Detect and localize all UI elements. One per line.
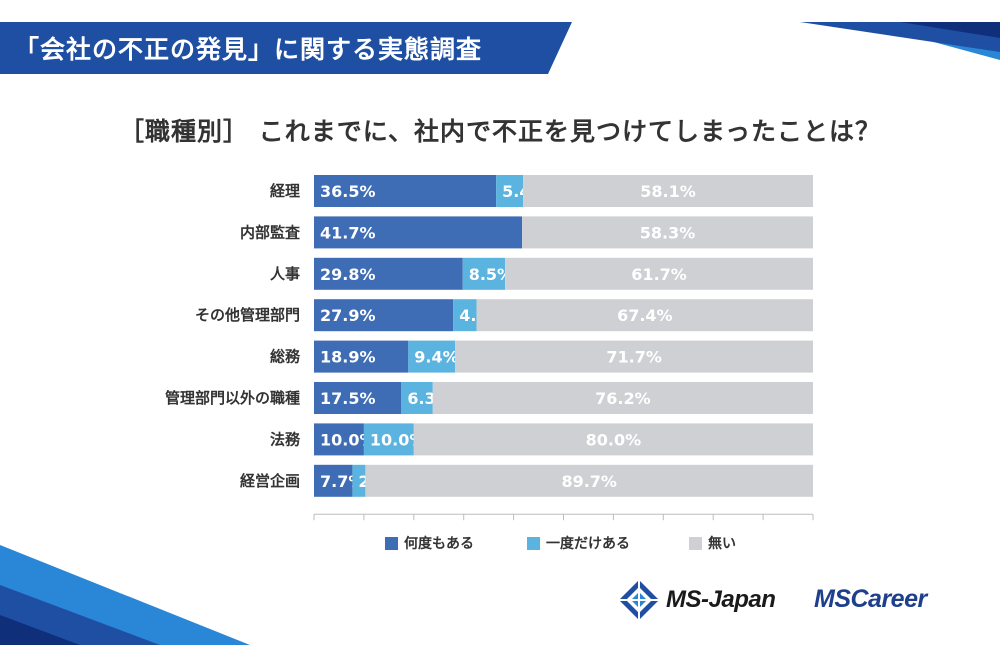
data-label: 58.1% bbox=[640, 182, 696, 201]
ms-japan-logo-icon bbox=[619, 580, 659, 620]
category-label: 管理部門以外の職種 bbox=[165, 389, 300, 407]
data-label: 76.2% bbox=[595, 389, 651, 408]
bar-segment bbox=[352, 464, 366, 497]
data-label: 80.0% bbox=[586, 430, 642, 449]
category-label: 経理 bbox=[270, 182, 300, 200]
banner-title: 「会社の不正の発見」に関する実態調査 bbox=[14, 35, 483, 64]
data-label: 67.4% bbox=[617, 306, 673, 325]
legend-swatch bbox=[527, 536, 540, 550]
bar-segment bbox=[314, 257, 463, 290]
bar-segment bbox=[505, 257, 813, 290]
bar-segment bbox=[401, 382, 433, 414]
bar-segment bbox=[432, 382, 813, 414]
bar-segment bbox=[314, 216, 523, 249]
data-label: 10.0% bbox=[320, 430, 376, 449]
legend-item-none: 無い bbox=[689, 533, 736, 553]
bar-segment bbox=[453, 299, 477, 332]
bar-segment bbox=[314, 464, 353, 497]
data-label: 89.7% bbox=[561, 472, 617, 491]
data-label: 18.9% bbox=[320, 348, 376, 367]
ms-japan-logo-text: MS-Japan bbox=[666, 586, 776, 613]
data-label: 9.4% bbox=[414, 348, 458, 367]
category-label: 総務 bbox=[270, 348, 301, 366]
bar-segment bbox=[408, 340, 456, 373]
chart-subtitle: ［職種別］ これまでに、社内で不正を見つけてしまったことは？ bbox=[119, 117, 881, 146]
data-label: 27.9% bbox=[320, 306, 376, 325]
bar-segment bbox=[314, 382, 402, 414]
legend-swatch bbox=[385, 536, 398, 550]
bar-segment bbox=[314, 175, 497, 207]
category-label: 経営企画 bbox=[240, 472, 300, 490]
category-label: 内部監査 bbox=[240, 223, 301, 241]
legend-label: 何度もある bbox=[404, 536, 474, 552]
ms-career-logo: MSCareer bbox=[814, 585, 927, 613]
bar-segment bbox=[455, 340, 813, 373]
category-label: 法務 bbox=[270, 430, 301, 448]
legend-item-many: 何度もある bbox=[385, 533, 474, 553]
data-label: 71.7% bbox=[606, 348, 662, 367]
data-label: 36.5% bbox=[320, 182, 376, 201]
legend-item-once: 一度だけある bbox=[527, 533, 630, 553]
bar-segment bbox=[314, 340, 409, 373]
data-label: 58.3% bbox=[640, 223, 696, 242]
data-label: 8.5% bbox=[469, 265, 513, 284]
data-label: 61.7% bbox=[631, 265, 687, 284]
category-label: その他管理部門 bbox=[195, 306, 300, 324]
bar-segment bbox=[522, 216, 813, 249]
title-banner bbox=[0, 22, 572, 74]
bar-segment bbox=[523, 175, 813, 207]
data-label: 17.5% bbox=[320, 389, 376, 408]
bar-segment bbox=[314, 299, 454, 332]
bar-segment bbox=[413, 423, 813, 456]
data-label: 29.8% bbox=[320, 265, 376, 284]
bar-segment bbox=[496, 175, 524, 207]
legend-label: 無い bbox=[708, 536, 736, 552]
chart-legend: 何度もある 一度だけある 無い bbox=[0, 533, 1000, 553]
ms-japan-logo: MS-Japan bbox=[618, 578, 776, 622]
bar-segment bbox=[363, 423, 414, 456]
bar-segment bbox=[476, 299, 813, 332]
legend-swatch bbox=[689, 536, 702, 550]
corner-stripe bbox=[900, 22, 1000, 38]
corner-stripe bbox=[0, 615, 80, 645]
bar-segment bbox=[365, 464, 813, 497]
category-label: 人事 bbox=[270, 265, 300, 283]
data-label: 10.0% bbox=[370, 430, 426, 449]
legend-label: 一度だけある bbox=[546, 536, 630, 552]
data-label: 41.7% bbox=[320, 223, 376, 242]
bar-segment bbox=[314, 423, 364, 456]
bar-segment bbox=[462, 257, 506, 290]
